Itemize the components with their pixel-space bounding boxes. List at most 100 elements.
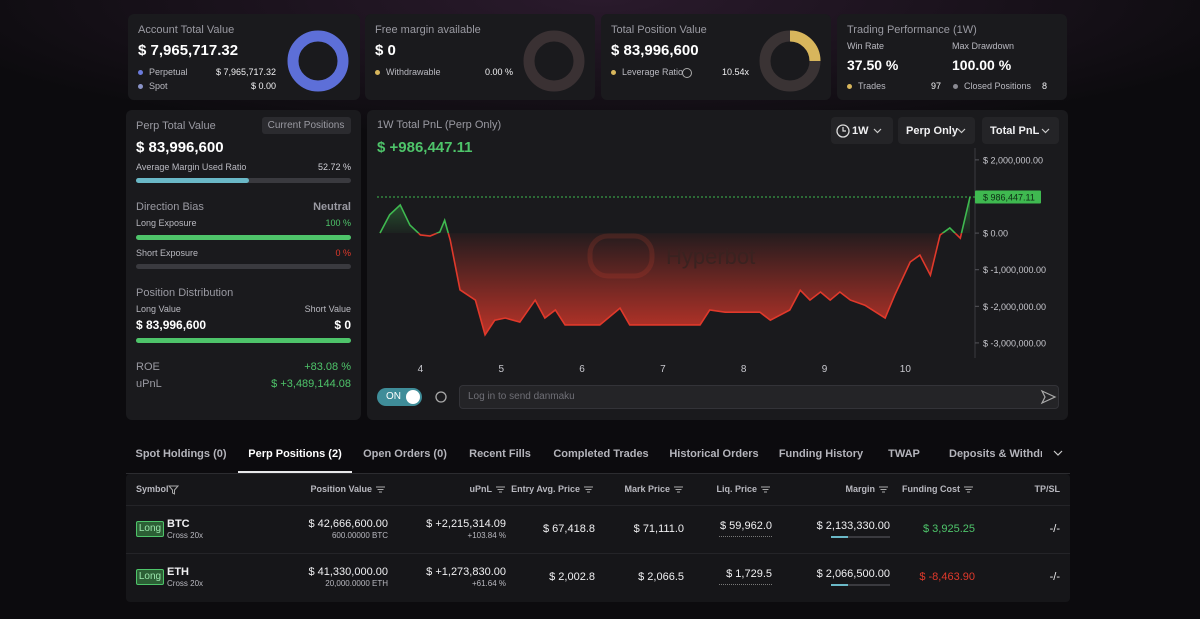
- progress-bar: [136, 264, 351, 269]
- upnl: $ +2,215,314.09: [426, 518, 506, 530]
- y-tick-label: $ -3,000,000.00: [983, 338, 1046, 348]
- item-label: Perpetual: [149, 67, 188, 77]
- panel-title: 1W Total PnL (Perp Only): [377, 119, 502, 131]
- toggle[interactable]: [377, 388, 422, 406]
- dropdown-label[interactable]: 1W: [852, 125, 869, 137]
- side-badge: [136, 521, 164, 537]
- tab[interactable]: Recent Fills: [469, 448, 531, 460]
- tab[interactable]: Completed Trades: [553, 448, 649, 460]
- legend-dot: [847, 84, 852, 89]
- value: 0 %: [335, 248, 351, 258]
- legend-dot: [953, 84, 958, 89]
- mark-price: $ 2,066.5: [638, 571, 684, 583]
- button[interactable]: [262, 117, 351, 134]
- chevrons: [873, 128, 1063, 456]
- margin-mode: Cross 20x: [167, 531, 204, 540]
- stat-value: 37.50 %: [847, 57, 899, 73]
- tab[interactable]: TWAP: [888, 448, 920, 460]
- sort-icon: [879, 486, 888, 493]
- pnl-line: [379, 196, 971, 234]
- column-header: Symbol: [136, 484, 169, 494]
- x-tick-label: 4: [418, 364, 424, 375]
- panel-value: $ +986,447.11: [377, 139, 473, 156]
- progress-bar: [136, 338, 351, 343]
- label: Long Value: [136, 304, 181, 314]
- margin-bar: [831, 584, 890, 586]
- x-tick-label: 6: [579, 364, 585, 375]
- dropdown[interactable]: [898, 117, 975, 144]
- column-header: Position Value: [310, 484, 372, 494]
- tab[interactable]: Deposits & Withdrawals: [949, 449, 1042, 460]
- card-value: $ 0: [375, 42, 396, 59]
- dropdown-label[interactable]: Total PnL: [990, 125, 1040, 137]
- divider: [126, 473, 1070, 474]
- table: [126, 474, 1070, 602]
- value: 52.72 %: [317, 162, 351, 172]
- help-icon[interactable]: [682, 68, 692, 78]
- column-header: Funding Cost: [902, 484, 960, 494]
- tab[interactable]: Perp Positions (2): [248, 448, 342, 460]
- value: 100 %: [325, 218, 351, 228]
- send-icon[interactable]: [1040, 389, 1057, 405]
- column-header: Margin: [845, 484, 875, 494]
- text-input[interactable]: [459, 385, 1059, 409]
- dropdown[interactable]: [831, 117, 893, 144]
- card: [837, 14, 1067, 100]
- card-title: Trading Performance (1W): [847, 24, 977, 36]
- dotted-underline: [719, 536, 772, 537]
- item-label: Trades: [858, 81, 886, 91]
- x-tick-label: 10: [900, 364, 912, 375]
- margin: $ 2,133,330.00: [816, 520, 890, 532]
- active-tab-underline: [238, 471, 352, 473]
- dropdown[interactable]: [982, 117, 1059, 144]
- progress-fill: [136, 235, 351, 240]
- button-label: Current Positions: [267, 120, 345, 131]
- sort-icon: [761, 486, 770, 493]
- liq-price: $ 59,962.0: [720, 520, 772, 532]
- settings-icon[interactable]: [435, 391, 447, 403]
- tp-sl: -/-: [1049, 571, 1060, 583]
- upnl-pct: +103.84 %: [467, 531, 506, 540]
- side-badge: [136, 569, 164, 585]
- item-label: Spot: [149, 81, 168, 91]
- item-label: Withdrawable: [386, 67, 441, 77]
- margin-bar: [831, 536, 890, 538]
- section-title: Position Distribution: [136, 287, 234, 299]
- donut: [523, 30, 585, 92]
- item-value: $ 0.00: [250, 81, 276, 91]
- tp-sl: -/-: [1049, 523, 1060, 535]
- toggle-label: ON: [386, 391, 401, 402]
- sort-icon: [674, 486, 683, 493]
- column-header: uPnL: [469, 484, 493, 494]
- margin-bar-fill: [831, 536, 848, 538]
- pnl-area: [418, 233, 962, 335]
- label: Short Exposure: [136, 248, 199, 258]
- value: $ +3,489,144.08: [271, 378, 351, 390]
- tab[interactable]: Spot Holdings (0): [135, 448, 227, 460]
- clock-hand: [842, 127, 846, 132]
- progress-bar: [136, 178, 351, 183]
- tab[interactable]: Funding History: [778, 448, 864, 460]
- position-size: 20,000.0000 ETH: [325, 579, 388, 588]
- position-size: 600.00000 BTC: [331, 531, 388, 540]
- tab[interactable]: Historical Orders: [669, 448, 759, 460]
- column-header: TP/SL: [1034, 484, 1060, 494]
- x-tick-label: 9: [822, 364, 828, 375]
- last-value-label: $ 986,447.11: [983, 192, 1035, 202]
- card-value: $ 83,996,600: [611, 42, 699, 59]
- item-label: Leverage Ratio: [622, 67, 684, 77]
- item-value: $ 7,965,717.32: [215, 67, 276, 77]
- x-tick-label: 8: [741, 364, 747, 375]
- tab[interactable]: Open Orders (0): [363, 448, 447, 460]
- legend-dot: [375, 70, 380, 75]
- legend-dot: [138, 70, 143, 75]
- y-tick-label: $ 0.00: [983, 229, 1008, 239]
- card-value: $ 7,965,717.32: [138, 42, 239, 59]
- dropdown-label[interactable]: Perp Only: [906, 125, 958, 137]
- last-value-badge: [975, 190, 1041, 204]
- side: Long: [138, 523, 162, 534]
- watermark: Hyperbot: [666, 244, 756, 269]
- value: Neutral: [313, 201, 351, 213]
